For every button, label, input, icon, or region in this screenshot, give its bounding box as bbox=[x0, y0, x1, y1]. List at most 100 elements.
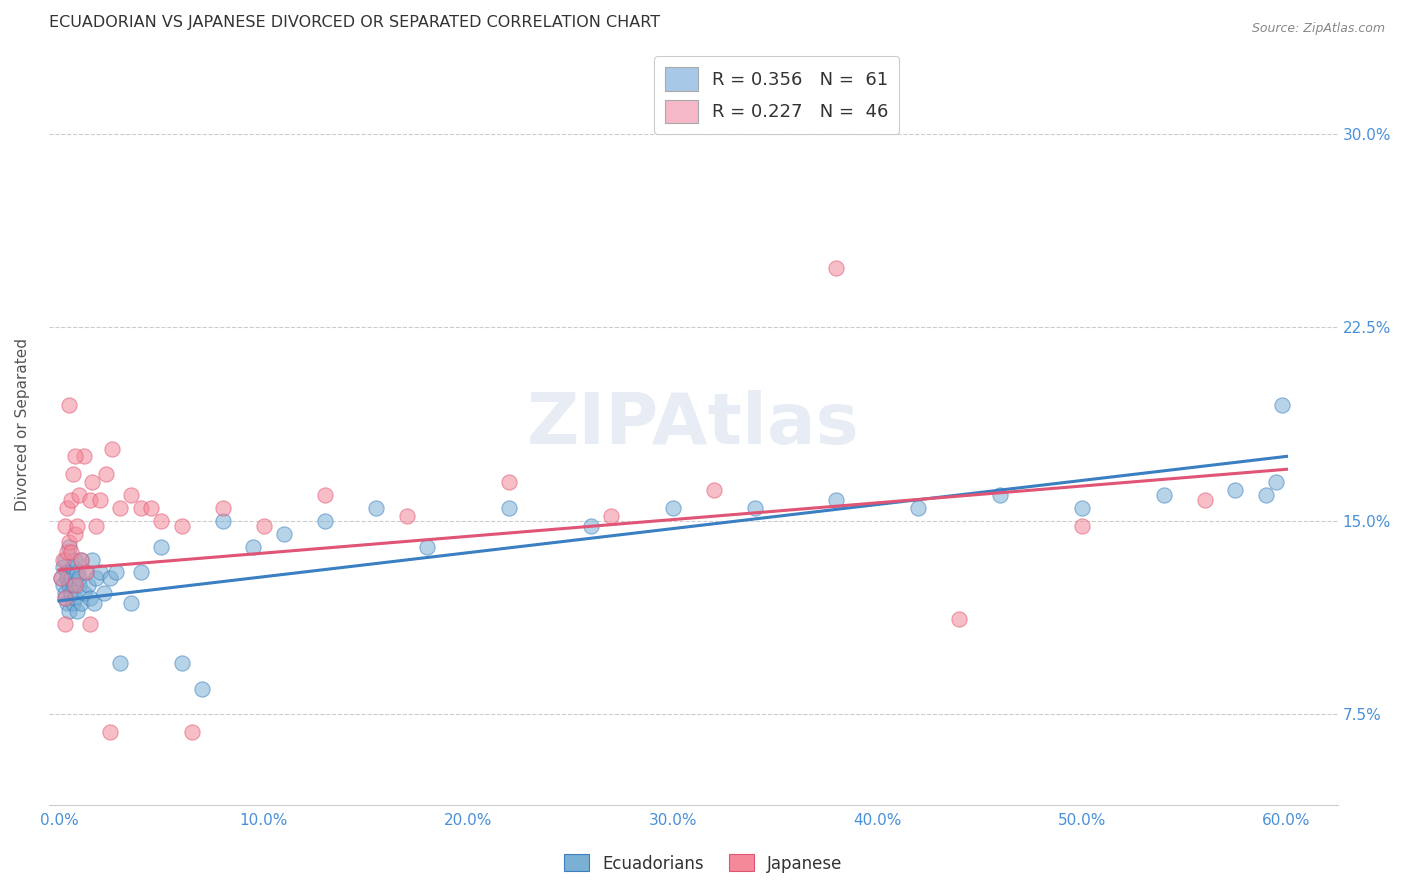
Point bbox=[62, 467, 84, 482]
Point bbox=[211, 500, 233, 515]
Point bbox=[52, 552, 75, 566]
Point bbox=[120, 488, 142, 502]
Point bbox=[70, 552, 93, 566]
Point bbox=[65, 578, 87, 592]
Point bbox=[252, 519, 274, 533]
Point bbox=[1225, 483, 1247, 497]
Point bbox=[416, 540, 439, 554]
Point bbox=[56, 571, 79, 585]
Point bbox=[56, 596, 79, 610]
Point bbox=[579, 519, 602, 533]
Point bbox=[273, 526, 295, 541]
Point bbox=[364, 500, 387, 515]
Point bbox=[62, 560, 84, 574]
Text: ZIPAtlas: ZIPAtlas bbox=[527, 390, 859, 458]
Point bbox=[52, 560, 75, 574]
Point bbox=[76, 578, 98, 592]
Point bbox=[56, 545, 79, 559]
Legend: Ecuadorians, Japanese: Ecuadorians, Japanese bbox=[557, 847, 849, 880]
Point bbox=[1271, 398, 1294, 412]
Point bbox=[79, 617, 101, 632]
Point bbox=[101, 442, 124, 456]
Point bbox=[65, 552, 87, 566]
Point bbox=[191, 681, 214, 696]
Point bbox=[72, 586, 94, 600]
Point bbox=[84, 519, 107, 533]
Point bbox=[1254, 488, 1277, 502]
Point bbox=[70, 552, 93, 566]
Point bbox=[170, 656, 193, 670]
Point bbox=[181, 725, 204, 739]
Point bbox=[110, 500, 132, 515]
Point bbox=[1265, 475, 1288, 490]
Point bbox=[62, 596, 84, 610]
Point bbox=[94, 467, 117, 482]
Point bbox=[98, 571, 121, 585]
Point bbox=[79, 493, 101, 508]
Point bbox=[65, 591, 87, 606]
Text: ECUADORIAN VS JAPANESE DIVORCED OR SEPARATED CORRELATION CHART: ECUADORIAN VS JAPANESE DIVORCED OR SEPAR… bbox=[49, 15, 659, 30]
Point bbox=[60, 571, 83, 585]
Text: Source: ZipAtlas.com: Source: ZipAtlas.com bbox=[1251, 22, 1385, 36]
Point bbox=[49, 571, 72, 585]
Point bbox=[79, 591, 101, 606]
Point bbox=[825, 493, 848, 508]
Point bbox=[314, 514, 336, 528]
Point bbox=[110, 656, 132, 670]
Point bbox=[67, 488, 90, 502]
Legend: R = 0.356   N =  61, R = 0.227   N =  46: R = 0.356 N = 61, R = 0.227 N = 46 bbox=[654, 56, 900, 134]
Point bbox=[62, 578, 84, 592]
Point bbox=[661, 500, 683, 515]
Point bbox=[89, 493, 111, 508]
Point bbox=[1194, 493, 1216, 508]
Point bbox=[242, 540, 264, 554]
Point bbox=[150, 540, 173, 554]
Point bbox=[988, 488, 1011, 502]
Point bbox=[66, 519, 89, 533]
Point bbox=[129, 566, 152, 580]
Point bbox=[600, 508, 623, 523]
Point bbox=[1153, 488, 1175, 502]
Point bbox=[948, 612, 970, 626]
Point bbox=[80, 552, 103, 566]
Point bbox=[65, 450, 87, 464]
Point bbox=[129, 500, 152, 515]
Point bbox=[58, 604, 80, 618]
Point bbox=[80, 475, 103, 490]
Point bbox=[67, 571, 90, 585]
Point bbox=[314, 488, 336, 502]
Point bbox=[53, 591, 76, 606]
Point bbox=[498, 500, 520, 515]
Point bbox=[53, 617, 76, 632]
Point bbox=[89, 566, 111, 580]
Point bbox=[75, 566, 97, 580]
Point bbox=[53, 591, 76, 606]
Point bbox=[72, 450, 94, 464]
Point bbox=[52, 578, 75, 592]
Point bbox=[60, 545, 83, 559]
Point bbox=[1070, 519, 1092, 533]
Point bbox=[60, 493, 83, 508]
Point bbox=[53, 519, 76, 533]
Point bbox=[53, 586, 76, 600]
Point bbox=[53, 552, 76, 566]
Point bbox=[66, 604, 89, 618]
Point bbox=[498, 475, 520, 490]
Point bbox=[825, 261, 848, 276]
Point bbox=[60, 586, 83, 600]
Point bbox=[120, 596, 142, 610]
Point bbox=[703, 483, 725, 497]
Point bbox=[105, 566, 128, 580]
Point bbox=[84, 571, 107, 585]
Point bbox=[211, 514, 233, 528]
Point bbox=[58, 540, 80, 554]
Point bbox=[98, 725, 121, 739]
Point bbox=[150, 514, 173, 528]
Point bbox=[56, 500, 79, 515]
Point bbox=[49, 571, 72, 585]
Y-axis label: Divorced or Separated: Divorced or Separated bbox=[15, 338, 30, 510]
Point bbox=[395, 508, 418, 523]
Point bbox=[93, 586, 115, 600]
Point bbox=[67, 578, 90, 592]
Point bbox=[1070, 500, 1092, 515]
